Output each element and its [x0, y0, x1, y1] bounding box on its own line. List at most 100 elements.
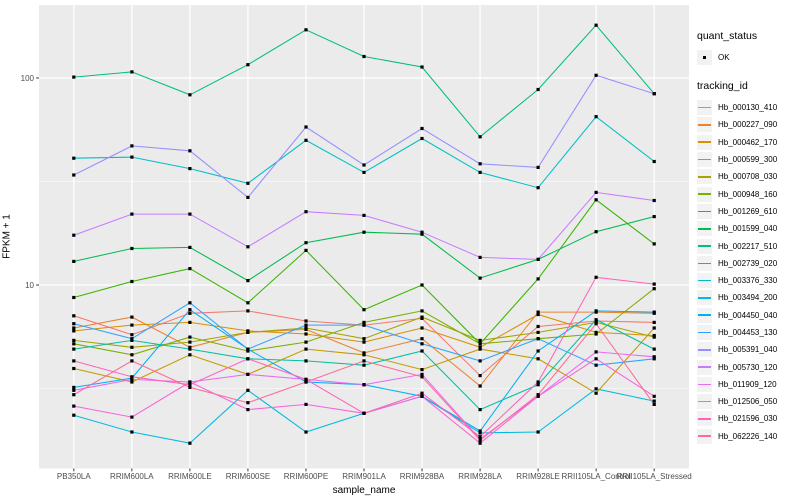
data-point [72, 413, 76, 417]
x-tick-label: RRIM600PE [283, 472, 329, 481]
data-point [536, 277, 540, 281]
data-point [72, 295, 76, 300]
legend-key-box [697, 394, 712, 410]
legend-key-box [697, 273, 712, 289]
data-point [362, 411, 366, 415]
legend-key-box [697, 325, 712, 340]
data-point [246, 349, 250, 353]
data-point [536, 380, 540, 384]
legend-line-swatch [698, 124, 711, 126]
data-point [652, 159, 656, 164]
data-point [536, 393, 540, 397]
data-point [246, 401, 250, 405]
data-point [594, 363, 598, 367]
data-point [130, 246, 134, 251]
legend-item-quant-ok: OK [697, 49, 799, 66]
data-point [130, 279, 134, 284]
legend-item-label: Hb_001269_610 [718, 206, 778, 216]
data-point [420, 342, 424, 346]
legend-item-label: Hb_011909_120 [718, 379, 777, 389]
data-point [188, 335, 192, 339]
data-point [536, 165, 540, 169]
legend-key-box [697, 411, 712, 427]
legend-item-Hb_012506_050: Hb_012506_050 [697, 393, 799, 410]
legend-item-Hb_004450_040: Hb_004450_040 [697, 307, 799, 324]
legend-item-Hb_003376_330: Hb_003376_330 [697, 272, 799, 289]
data-point [594, 332, 598, 336]
data-point [188, 308, 192, 312]
data-point [536, 186, 540, 190]
data-point [130, 337, 134, 341]
data-point [304, 402, 308, 406]
data-point [362, 351, 366, 355]
data-point [188, 320, 192, 324]
legend-line-swatch [698, 366, 711, 368]
legend-item-Hb_000708_030: Hb_000708_030 [697, 168, 799, 185]
data-point [188, 267, 192, 271]
legend-line-swatch [698, 106, 711, 109]
data-point [362, 363, 366, 367]
legend-item-label: Hb_003494_200 [718, 293, 778, 303]
y-tick-label: 10 [25, 280, 34, 290]
x-tick-label: RRIM928BA [399, 472, 445, 481]
legend-item-Hb_000599_300: Hb_000599_300 [697, 151, 799, 168]
legend-key-box [697, 152, 712, 168]
legend-key-box [697, 238, 712, 254]
data-point [188, 340, 192, 344]
legend-line-swatch [698, 210, 711, 213]
data-point [130, 430, 134, 434]
legend-item-Hb_005730_120: Hb_005730_120 [697, 358, 799, 375]
data-point [478, 338, 482, 342]
legend-key-box [697, 342, 712, 358]
data-point [362, 230, 366, 234]
legend-item-Hb_000227_090: Hb_000227_090 [697, 116, 799, 133]
data-point [594, 190, 598, 194]
legend-item-Hb_011909_120: Hb_011909_120 [697, 376, 799, 393]
data-point [420, 337, 424, 341]
data-point [420, 372, 424, 376]
data-point [304, 210, 308, 214]
data-point [594, 230, 598, 234]
data-point [130, 415, 134, 419]
data-point [594, 391, 598, 395]
data-point [188, 353, 192, 357]
data-point [362, 359, 366, 363]
data-point [130, 323, 134, 327]
legend-item-label: Hb_012506_050 [718, 397, 778, 407]
data-point [188, 167, 192, 171]
data-point [362, 340, 366, 344]
data-point [652, 287, 656, 291]
data-point [536, 312, 540, 317]
data-point [652, 335, 656, 339]
legend-item-label: Hb_000130_410 [718, 103, 778, 113]
legend-key-box [697, 376, 712, 392]
x-tick-label: RRIM928LE [516, 472, 560, 481]
data-point [594, 322, 598, 326]
legend-key-box [697, 134, 712, 150]
legend-key-box [697, 50, 712, 65]
data-point [130, 377, 134, 381]
legend-line-swatch [698, 279, 711, 282]
data-point [72, 233, 76, 237]
data-point [188, 311, 192, 315]
data-point [246, 309, 250, 313]
data-point [652, 198, 656, 203]
data-point [420, 394, 424, 398]
data-point [72, 173, 76, 177]
data-point [188, 345, 192, 349]
legend-item-label: Hb_003376_330 [718, 276, 778, 286]
data-point [652, 215, 656, 219]
data-point [536, 257, 540, 261]
data-point [304, 347, 308, 351]
data-point [130, 315, 134, 319]
data-point [362, 163, 366, 167]
data-point [130, 345, 134, 349]
data-point [304, 332, 308, 336]
legend-line-swatch [698, 176, 711, 178]
legend-item-label: Hb_002739_020 [718, 258, 778, 268]
data-point [652, 355, 656, 359]
data-point [130, 359, 134, 363]
data-point [304, 326, 308, 330]
data-point [478, 431, 482, 435]
data-point [420, 326, 424, 330]
